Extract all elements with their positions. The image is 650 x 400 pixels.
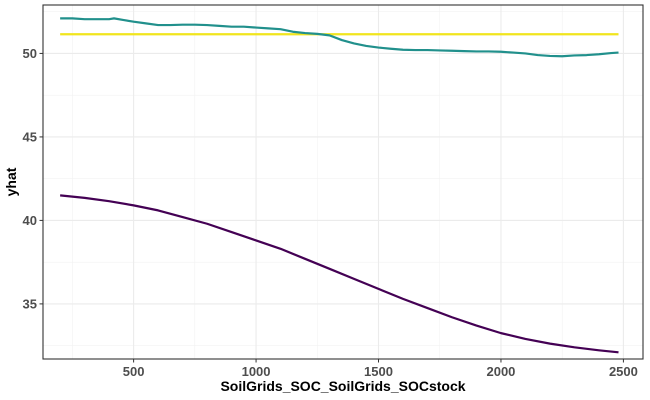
y-axis-title: yhat: [3, 167, 19, 196]
y-tick-label: 40: [23, 213, 37, 228]
x-tick-label: 2500: [609, 364, 638, 379]
x-tick-label: 2000: [486, 364, 515, 379]
series-line-2: [60, 17, 619, 58]
y-tick-label: 35: [23, 296, 37, 311]
y-tick-label: 45: [23, 129, 37, 144]
major-gridlines: [43, 5, 643, 359]
x-axis-ticks: 500 1000 1500 2000 2500: [123, 359, 638, 379]
x-tick-label: 1000: [242, 364, 271, 379]
y-tick-label: 50: [23, 46, 37, 61]
x-axis-title: SoilGrids_SOC_SoilGrids_SOCstock: [220, 378, 465, 394]
y-axis-ticks: 35 40 45 50: [23, 46, 43, 311]
plot-panel-background: [43, 5, 643, 359]
x-tick-label: 500: [123, 364, 145, 379]
series-line-3: [60, 194, 619, 354]
series-lines: [60, 17, 619, 354]
minor-gridlines: [43, 5, 643, 359]
x-tick-label: 1500: [364, 364, 393, 379]
plot-panel-border: [42, 4, 644, 360]
